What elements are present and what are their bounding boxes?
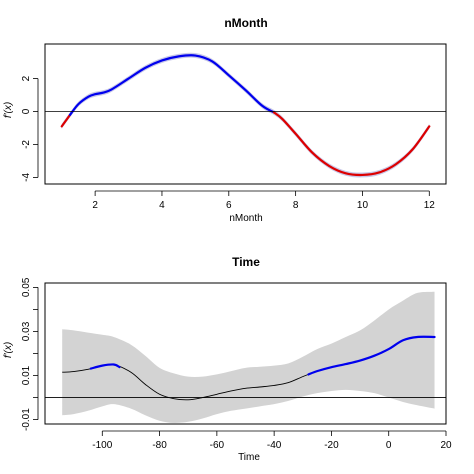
x-axis-nmonth: 2 4 6 8 10 12 bbox=[92, 190, 436, 211]
x-tick-label: -100 bbox=[92, 440, 112, 451]
chart-title-time: Time bbox=[232, 255, 260, 269]
panel-time: Time -100 -80 -60 -40 -20 0 20 -0.01 0.01 0.03 0.… bbox=[3, 255, 452, 463]
fit-line-highlight-1 bbox=[89, 363, 121, 370]
y-axis-time: -0.01 0.01 0.03 0.05 bbox=[21, 277, 39, 431]
x-tick-label: 2 bbox=[92, 200, 98, 211]
confidence-band-time bbox=[62, 291, 435, 423]
confidence-band-area bbox=[61, 52, 430, 178]
fit-line-highlight-2 bbox=[307, 335, 436, 376]
panel-nmonth: nMonth 2 4 6 8 10 12 -4 -2 0 2 nMonth f'(x) bbox=[3, 16, 447, 224]
x-tick-label: -60 bbox=[210, 440, 225, 451]
plot-box-nmonth bbox=[44, 43, 447, 185]
x-tick-label: 20 bbox=[440, 440, 452, 451]
y-axis-label-nmonth: f'(x) bbox=[3, 102, 14, 118]
confidence-band-nmonth bbox=[61, 52, 430, 178]
fit-line-segment-negative bbox=[272, 111, 431, 177]
chart-title-nmonth: nMonth bbox=[224, 16, 267, 30]
x-tick-label: 4 bbox=[159, 200, 165, 211]
x-tick-label: -20 bbox=[324, 440, 339, 451]
fit-line-segment-positive bbox=[68, 54, 275, 116]
x-tick-label: 8 bbox=[293, 200, 299, 211]
y-tick-label: 0.05 bbox=[21, 277, 32, 297]
y-tick-label: 0.03 bbox=[21, 321, 32, 341]
y-axis-nmonth: -4 -2 0 2 bbox=[21, 75, 39, 182]
x-tick-label: 0 bbox=[386, 440, 392, 451]
y-tick-label: 0 bbox=[21, 108, 32, 114]
y-tick-label: -4 bbox=[21, 173, 32, 182]
x-tick-label: 6 bbox=[226, 200, 232, 211]
x-tick-label: -80 bbox=[152, 440, 167, 451]
x-tick-label: 12 bbox=[424, 200, 436, 211]
y-tick-label: -0.01 bbox=[21, 408, 32, 431]
fit-line-segment-negative bbox=[60, 113, 72, 128]
y-tick-label: 0.01 bbox=[21, 365, 32, 385]
x-tick-label: 10 bbox=[357, 200, 369, 211]
plot-box-time bbox=[44, 282, 447, 425]
y-tick-label: 2 bbox=[21, 75, 32, 81]
confidence-band-area bbox=[62, 291, 435, 423]
y-tick-label: -2 bbox=[21, 140, 32, 149]
fit-line-time bbox=[62, 335, 436, 401]
fit-line-nmonth bbox=[60, 54, 431, 177]
x-axis-label-nmonth: nMonth bbox=[229, 213, 262, 224]
x-tick-label: -40 bbox=[267, 440, 282, 451]
x-axis-time: -100 -80 -60 -40 -20 0 20 bbox=[92, 430, 452, 451]
y-axis-label-time: f'(x) bbox=[3, 342, 14, 358]
x-axis-label-time: Time bbox=[238, 452, 260, 463]
